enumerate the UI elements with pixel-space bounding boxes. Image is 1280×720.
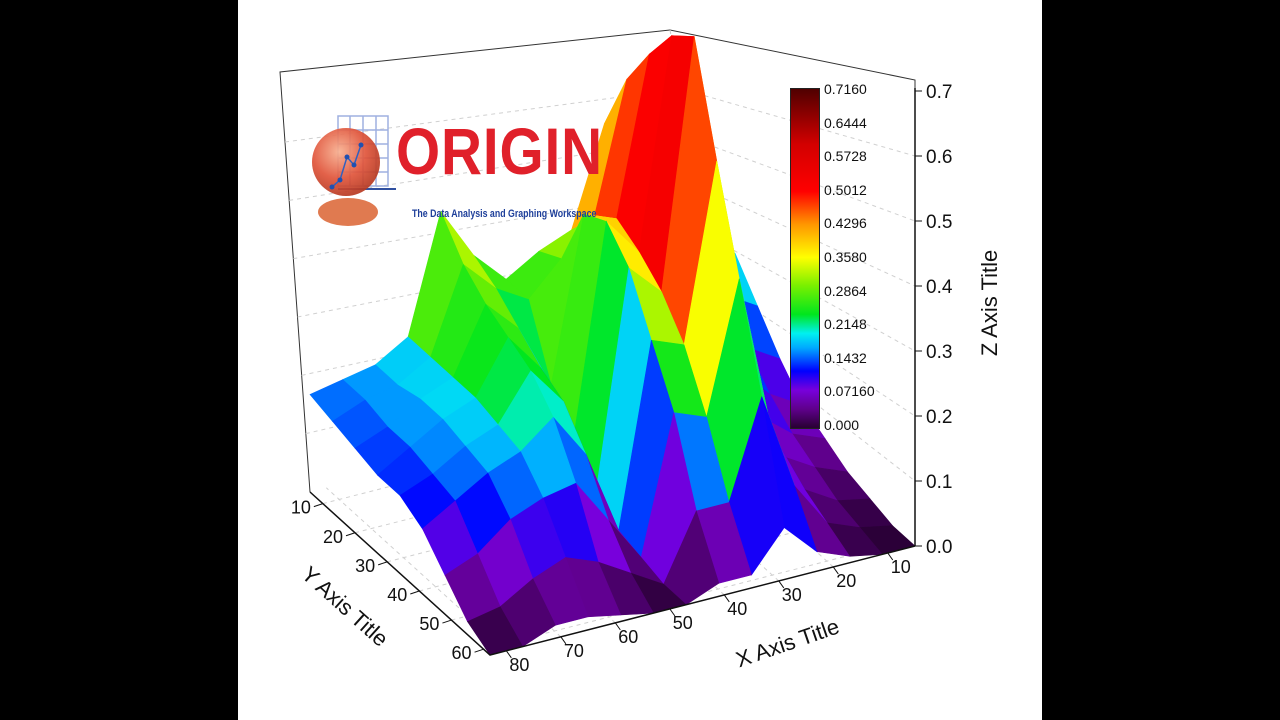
colorbar-label: 0.07160 [824, 383, 875, 400]
colorbar-label: 0.4296 [824, 215, 867, 232]
colorbar-label: 0.2864 [824, 282, 867, 299]
logo-tagline: The Data Analysis and Graphing Workspace [412, 208, 597, 220]
y-tick-label: 40 [387, 585, 407, 605]
x-tick-mark [614, 622, 621, 631]
surface [309, 34, 916, 656]
x-tick-label: 60 [618, 627, 638, 647]
y-axis-title: Y Axis Title [297, 561, 393, 651]
z-axis-title: Z Axis Title [977, 250, 1002, 356]
y-tick-mark [313, 503, 324, 508]
y-tick-label: 60 [452, 643, 472, 663]
y-tick-label: 20 [323, 527, 343, 547]
y-tick-label: 10 [291, 498, 311, 518]
logo-wordmark: ORIGIN [396, 114, 603, 188]
x-tick-mark [505, 650, 512, 659]
y-tick-label: 50 [419, 614, 439, 634]
z-tick-label: 0.7 [926, 82, 952, 103]
origin-logo: ORIGIN The Data Analysis and Graphing Wo… [308, 112, 608, 232]
colorbar-label: 0.1432 [824, 349, 867, 366]
colorbar-label: 0.6444 [824, 114, 867, 131]
x-axis-title: X Axis Title [733, 614, 843, 673]
y-tick-label: 30 [355, 556, 375, 576]
z-tick-label: 0.5 [926, 212, 952, 233]
x-tick-label: 80 [509, 655, 529, 675]
y-tick-mark [377, 561, 388, 566]
x-tick-mark [560, 636, 567, 645]
z-tick-label: 0.1 [926, 472, 952, 493]
logo-globe-icon [312, 115, 396, 226]
axes: 0.0 0.1 0.2 0.3 0.4 0.5 0.6 0.7 10 20 30 40 50 60 10 20… [291, 82, 953, 675]
y-tick-mark [474, 648, 484, 653]
x-tick-mark [778, 580, 785, 589]
y-tick-mark [442, 619, 452, 624]
x-tick-mark [723, 594, 730, 603]
colorbar-label: 0.5728 [824, 148, 867, 165]
x-tick-label: 50 [673, 613, 693, 633]
wall-gridline [284, 88, 916, 157]
z-tick-label: 0.2 [926, 407, 952, 428]
x-tick-label: 30 [782, 585, 802, 605]
colorbar-label: 0.2148 [824, 316, 867, 333]
x-tick-label: 20 [836, 571, 856, 591]
x-tick-label: 10 [891, 557, 911, 577]
y-tick-mark [410, 590, 420, 595]
z-tick-label: 0.6 [926, 147, 952, 168]
colorbar-label: 0.000 [824, 417, 860, 433]
z-tick-label: 0.4 [926, 277, 953, 298]
colorbar-label: 0.7160 [824, 81, 867, 97]
x-tick-mark [887, 552, 894, 561]
colorbar-label: 0.3580 [824, 249, 867, 265]
colorbar [790, 88, 820, 429]
z-tick-label: 0.3 [926, 342, 952, 363]
x-tick-mark [669, 608, 676, 617]
y-tick-mark [345, 532, 356, 537]
base-axis-lines [309, 491, 916, 656]
z-tick-label: 0.0 [926, 537, 952, 558]
x-tick-mark [832, 566, 839, 575]
colorbar-label: 0.5012 [824, 181, 867, 198]
x-tick-label: 70 [564, 641, 584, 661]
x-tick-label: 40 [727, 599, 747, 619]
